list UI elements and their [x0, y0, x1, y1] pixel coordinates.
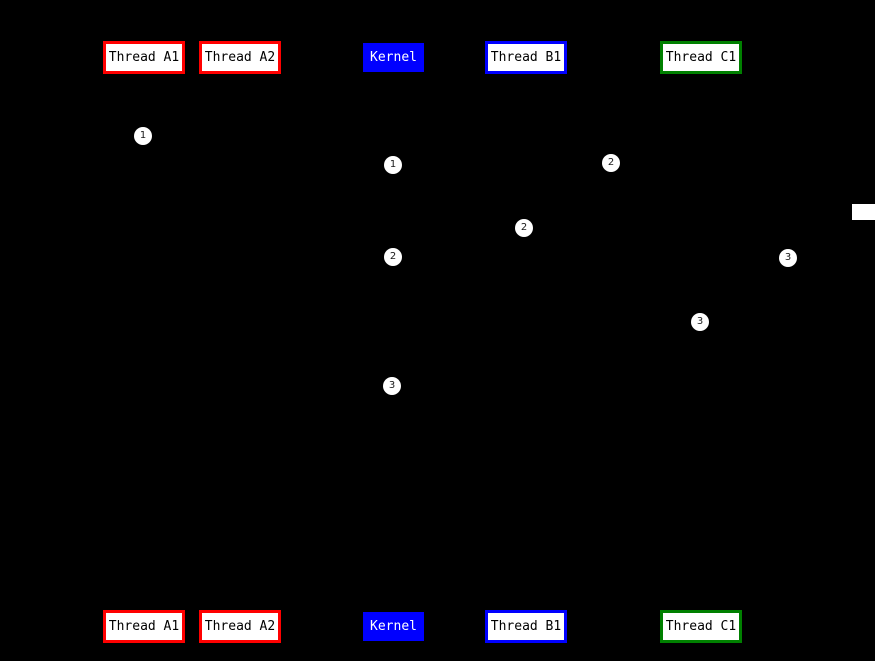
lifeline-thread-a1 — [143, 74, 144, 610]
lifeline-thread-c1 — [700, 74, 701, 610]
participant-thread-a1-bottom[interactable]: Thread A1 — [103, 610, 185, 643]
participant-thread-a2-bottom[interactable]: Thread A2 — [199, 610, 281, 643]
participant-thread-b1-bottom[interactable]: Thread B1 — [485, 610, 567, 643]
participant-label: Kernel — [370, 50, 417, 65]
participant-label: Kernel — [370, 619, 417, 634]
clipped-note-fragment — [852, 204, 875, 220]
message-arrow-msg-5 — [392, 239, 525, 257]
participant-label: Thread B1 — [490, 50, 562, 65]
message-arrow-msg-3 — [393, 163, 701, 181]
message-arrow-msg-2 — [142, 150, 393, 166]
participant-label: Thread C1 — [665, 50, 737, 65]
participant-label: Thread A1 — [108, 50, 180, 65]
participant-label: Thread A1 — [108, 619, 180, 634]
participant-label: Thread A2 — [204, 619, 276, 634]
message-arrow-msg-8 — [392, 339, 700, 386]
message-arrow-msg-4 — [524, 179, 700, 228]
participant-label: Thread B1 — [490, 619, 562, 634]
message-arrow-msg-7 — [699, 274, 788, 322]
step-badge-step-2-b: 2 — [515, 219, 533, 237]
participant-label: Thread A2 — [204, 50, 276, 65]
participant-label: Thread C1 — [665, 619, 737, 634]
lifeline-thread-b1 — [525, 74, 526, 610]
step-badge-step-2-a: 2 — [602, 154, 620, 172]
step-badge-step-1-b: 1 — [384, 156, 402, 174]
participant-thread-c1-bottom[interactable]: Thread C1 — [660, 610, 742, 643]
lifeline-thread-a2 — [240, 74, 241, 610]
participant-thread-a2-top[interactable]: Thread A2 — [199, 41, 281, 74]
step-badge-step-3-b: 3 — [691, 313, 709, 331]
step-badge-step-1-a: 1 — [134, 127, 152, 145]
step-badge-step-3-a: 3 — [779, 249, 797, 267]
lifeline-kernel — [393, 72, 394, 612]
participant-kernel-top[interactable]: Kernel — [363, 43, 424, 72]
participant-thread-b1-top[interactable]: Thread B1 — [485, 41, 567, 74]
participant-thread-c1-top[interactable]: Thread C1 — [660, 41, 742, 74]
participant-thread-a1-top[interactable]: Thread A1 — [103, 41, 185, 74]
step-badge-step-3-c: 3 — [383, 377, 401, 395]
step-badge-step-2-c: 2 — [384, 248, 402, 266]
participant-kernel-bottom[interactable]: Kernel — [363, 612, 424, 641]
message-arrow-msg-6 — [699, 240, 788, 259]
